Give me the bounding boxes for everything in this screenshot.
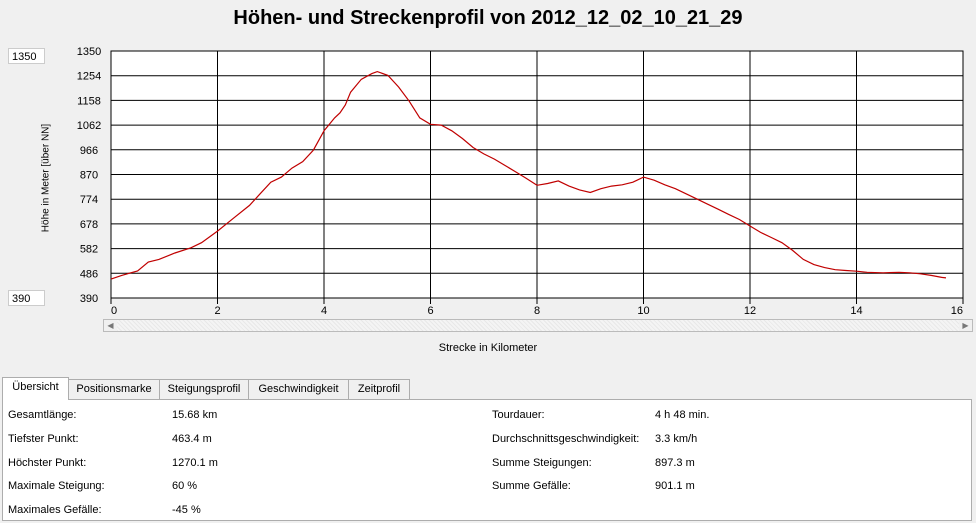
y-tick-label: 1350 [77,46,101,58]
stat-label: Gesamtlänge: [8,409,77,421]
x-tick-label: 0 [111,305,117,317]
y-tick-label: 870 [80,170,98,182]
y-tick-label: 390 [80,293,98,305]
stat-value: 15.68 km [172,409,218,421]
x-tick-label: 6 [427,305,433,317]
stat-value: 901.1 m [655,480,695,492]
x-tick-label: 16 [951,305,963,317]
scroll-right-arrow-icon[interactable]: ▶ [959,320,972,331]
stat-label: Durchschnittsgeschwindigkeit: [492,433,640,445]
elevation-line [110,70,947,280]
y-tick-label: 582 [80,244,98,256]
stat-label: Höchster Punkt: [8,457,87,469]
stat-label: Tiefster Punkt: [8,433,79,445]
stat-value: 897.3 m [655,457,695,469]
tab-steigungsprofil[interactable]: Steigungsprofil [159,379,249,399]
chart-title: Höhen- und Streckenprofil von 2012_12_02… [233,7,743,29]
stat-label: Maximales Gefälle: [8,504,102,516]
y-tick-label: 678 [80,219,98,231]
stat-value: 4 h 48 min. [655,409,710,421]
y-min-input[interactable]: 390 [8,290,45,306]
stat-label: Summe Steigungen: [492,457,592,469]
x-tick-label: 10 [637,305,649,317]
x-tick-label: 2 [214,305,220,317]
y-tick-label: 486 [80,268,98,280]
y-max-input[interactable]: 1350 [8,48,45,64]
stat-label: Tourdauer: [492,409,545,421]
y-tick-label: 1254 [77,71,101,83]
stat-label: Maximale Steigung: [8,480,105,492]
x-axis-label: Strecke in Kilometer [438,342,538,354]
y-tick-label: 966 [80,145,98,157]
overview-panel: Gesamtlänge: 15.68 km Tiefster Punkt: 46… [2,399,972,521]
stat-value: 3.3 km/h [655,433,698,445]
stat-value: -45 % [172,504,201,516]
x-tick-label: 8 [534,305,540,317]
y-tick-label: 1158 [77,95,101,107]
x-tick-label: 4 [321,305,327,317]
stat-label: Summe Gefälle: [492,480,571,492]
scroll-left-arrow-icon[interactable]: ◀ [104,320,117,331]
x-tick-label: 12 [744,305,756,317]
y-tick-label: 774 [80,194,98,206]
tab-zeitprofil[interactable]: Zeitprofil [348,379,410,399]
stat-value: 1270.1 m [172,457,218,469]
tab-geschwindigkeit[interactable]: Geschwindigkeit [248,379,349,399]
x-tick-label: 14 [850,305,862,317]
stat-value: 60 % [172,480,198,492]
y-tick-label: 1062 [77,120,101,132]
stat-value: 463.4 m [172,433,212,445]
tab-uebersicht[interactable]: Übersicht [2,377,69,400]
horizontal-scrollbar[interactable]: ◀ ▶ [103,319,973,332]
tab-positionsmarke[interactable]: Positionsmarke [68,379,160,399]
